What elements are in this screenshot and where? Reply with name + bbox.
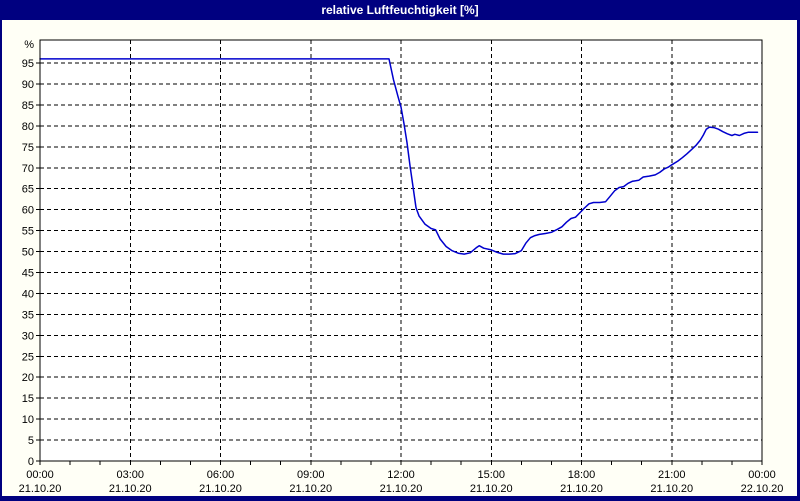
x-tick-date-label: 22.10.20 [741, 483, 784, 495]
x-tick-date-label: 21.10.20 [560, 483, 603, 495]
x-tick-time-label: 12:00 [387, 469, 415, 481]
y-tick-label: 60 [22, 205, 34, 217]
y-tick-label: 85 [22, 100, 34, 112]
x-tick-date-label: 21.10.20 [650, 483, 693, 495]
y-tick-label: 65 [22, 184, 34, 196]
x-tick-date-label: 21.10.20 [109, 483, 152, 495]
title-bar: relative Luftfeuchtigkeit [%] [0, 0, 800, 20]
y-tick-label: 25 [22, 351, 34, 363]
y-tick-label: 90 [22, 79, 34, 91]
x-tick-time-label: 03:00 [116, 469, 144, 481]
y-tick-label: 30 [22, 330, 34, 342]
y-tick-label: 80 [22, 121, 34, 133]
y-tick-label: 20 [22, 372, 34, 384]
y-tick-label: 70 [22, 163, 34, 175]
x-tick-time-label: 15:00 [477, 469, 505, 481]
x-tick-date-label: 21.10.20 [19, 483, 62, 495]
x-tick-time-label: 09:00 [297, 469, 325, 481]
y-tick-label: 55 [22, 226, 34, 238]
y-tick-label: 10 [22, 414, 34, 426]
y-tick-label: 5 [28, 435, 34, 447]
x-tick-time-label: 21:00 [658, 469, 686, 481]
chart-panel: 0 5 10 15 20 25 30 35 40 45 50 55 60 65 70 75 80 85 90 95% 0… [2, 20, 797, 496]
chart-title: relative Luftfeuchtigkeit [%] [321, 3, 479, 17]
y-tick-label: 50 [22, 247, 34, 259]
y-tick-label: 15 [22, 393, 34, 405]
x-tick-date-label: 21.10.20 [199, 483, 242, 495]
x-tick-time-label: 00:00 [26, 469, 54, 481]
y-tick-label: 45 [22, 267, 34, 279]
x-tick-time-label: 18:00 [568, 469, 596, 481]
y-axis-unit-label: % [24, 39, 34, 51]
x-tick-date-label: 21.10.20 [470, 483, 513, 495]
y-tick-label: 0 [28, 456, 34, 468]
y-tick-label: 75 [22, 142, 34, 154]
x-tick-date-label: 21.10.20 [289, 483, 332, 495]
y-tick-label: 35 [22, 309, 34, 321]
y-tick-label: 95 [22, 58, 34, 70]
x-tick-time-label: 06:00 [207, 469, 235, 481]
plot-frame [39, 39, 763, 462]
x-tick-date-label: 21.10.20 [380, 483, 423, 495]
humidity-line [39, 58, 759, 255]
y-tick-label: 40 [22, 288, 34, 300]
x-tick-time-label: 00:00 [748, 469, 776, 481]
humidity-chart: 0 5 10 15 20 25 30 35 40 45 50 55 60 65 70 75 80 85 90 95% 0… [19, 39, 784, 495]
